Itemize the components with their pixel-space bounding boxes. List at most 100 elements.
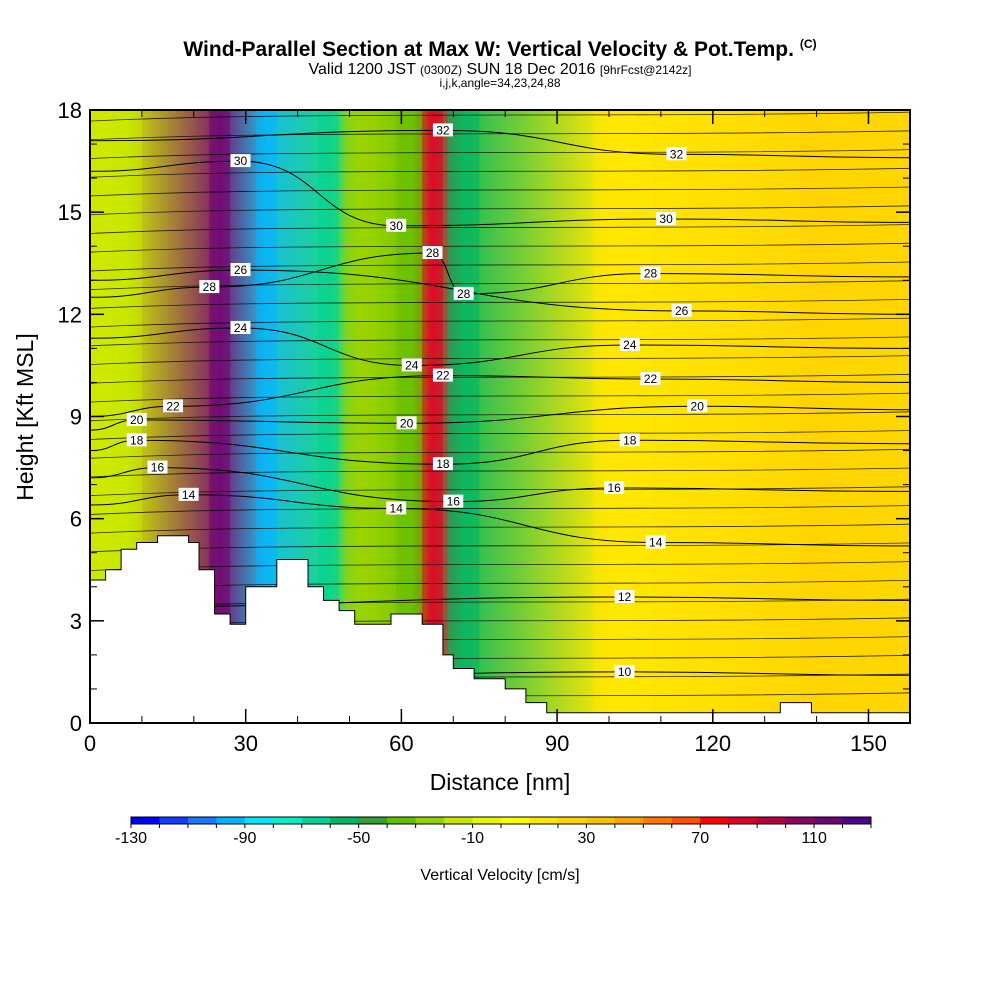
contour-label-text: 28 [426, 246, 440, 260]
contour-label-text: 16 [607, 481, 621, 495]
theta-contour-26 [90, 269, 910, 315]
theta-contour-minor [90, 261, 910, 272]
theta-contour-30 [90, 160, 910, 227]
colorbar-swatch [728, 817, 758, 824]
theta-contour-minor [90, 317, 910, 328]
colorbar-tick-label: 70 [691, 830, 709, 847]
colorbar-swatch [614, 817, 644, 824]
colorbar-swatch [785, 817, 815, 824]
contour-label-text: 14 [390, 501, 404, 515]
colorbar-swatch [757, 817, 787, 824]
colorbar-swatch [358, 817, 388, 824]
colorbar-swatch [529, 817, 559, 824]
velocity-band-2 [256, 110, 277, 723]
colorbar-swatch [330, 817, 360, 824]
velocity-band-3 [318, 110, 340, 723]
velocity-band-6 [422, 110, 443, 723]
contour-labels: 10 12 14 14 14 16 16 16 18 18 18 20 20 20 22 22 22 24 24 24… [126, 123, 708, 679]
colorbar-tick-label: -50 [347, 830, 370, 847]
y-tick-label: 3 [70, 609, 82, 634]
theta-contour-minor [90, 373, 910, 384]
theta-contour-minor [90, 448, 910, 459]
contour-label-text: 20 [691, 399, 705, 413]
y-tick-label: 18 [58, 98, 82, 123]
contour-label-text: 24 [623, 338, 637, 352]
valid-utc: (0300Z) [420, 63, 463, 77]
theta-contour-minor [90, 411, 910, 422]
contour-label: 14 [386, 501, 407, 515]
contour-label-text: 14 [182, 488, 196, 502]
colorbar-swatch [586, 817, 616, 824]
theta-contour-32 [90, 129, 910, 159]
x-axis-label: Distance [nm] [430, 769, 571, 795]
valid-date: SUN 18 Dec 2016 [466, 61, 596, 78]
contour-label: 28 [422, 246, 443, 260]
contour-label: 28 [640, 266, 661, 280]
contour-label-text: 18 [436, 457, 450, 471]
y-tick-label: 0 [70, 711, 82, 736]
colorbar-swatch [842, 817, 872, 824]
contour-label: 32 [432, 123, 453, 137]
y-tick-label: 12 [58, 302, 82, 327]
contour-label: 26 [671, 303, 692, 318]
forecast-info: [9hrFcst@2142z] [599, 63, 692, 77]
contour-label: 30 [230, 154, 251, 168]
colorbar-swatch [244, 817, 274, 824]
contour-label: 22 [432, 368, 453, 383]
contour-label-text: 22 [436, 369, 450, 383]
contour-label-text: 30 [659, 212, 673, 226]
contour-label: 16 [443, 494, 464, 509]
contour-label-text: 16 [151, 461, 165, 475]
contour-label: 26 [230, 263, 251, 277]
contour-label: 18 [432, 457, 453, 471]
potential-temperature-contours [90, 111, 910, 703]
x-tick-label: 30 [233, 731, 257, 756]
contour-label: 24 [401, 358, 422, 372]
velocity-band-7 [448, 110, 480, 723]
theta-contour-minor [90, 505, 910, 515]
colorbar-swatch [814, 817, 843, 824]
contour-label-text: 28 [644, 266, 658, 280]
colorbar-swatch [273, 817, 303, 824]
valid-time: Valid 1200 JST [308, 61, 416, 78]
theta-contour-minor [90, 467, 910, 478]
theta-contour-minor [90, 167, 910, 178]
theta-contour-minor [90, 205, 910, 216]
theta-contour-minor [90, 186, 910, 197]
x-tick-label: 120 [694, 731, 731, 756]
theta-contour-minor [90, 523, 910, 534]
contour-label-text: 30 [234, 154, 248, 168]
contour-label-text: 18 [623, 433, 637, 447]
theta-contour-minor [90, 392, 910, 403]
velocity-band-9 [801, 110, 833, 723]
copyright-mark: (C) [799, 37, 817, 51]
theta-contour-minor [90, 111, 910, 122]
contour-label-text: 32 [670, 147, 684, 161]
contour-label: 30 [656, 211, 677, 226]
contour-label: 32 [666, 147, 687, 161]
theta-contour-minor [90, 336, 910, 347]
colorbar-swatch [700, 817, 730, 824]
contour-label: 18 [619, 433, 640, 447]
colorbar-swatch [671, 817, 701, 824]
colorbar-swatch [415, 817, 445, 824]
contour-label: 18 [126, 433, 147, 447]
theta-contour-minor [90, 280, 910, 291]
theta-contour-minor [90, 430, 910, 440]
contour-label-text: 20 [130, 413, 144, 427]
contour-label: 12 [614, 589, 635, 604]
contour-label-text: 26 [675, 304, 689, 318]
contour-label: 28 [199, 280, 220, 294]
contour-label: 14 [178, 487, 199, 502]
y-tick-label: 6 [70, 507, 82, 532]
contour-label: 28 [453, 286, 474, 301]
contour-label: 10 [614, 664, 635, 679]
x-tick-label: 150 [850, 731, 887, 756]
theta-contour-minor [90, 242, 910, 253]
y-tick-label: 15 [58, 200, 82, 225]
colorbar-swatch [643, 817, 673, 824]
contour-label: 24 [619, 337, 640, 352]
colorbar-swatch [131, 817, 160, 824]
x-tick-label: 0 [84, 731, 96, 756]
